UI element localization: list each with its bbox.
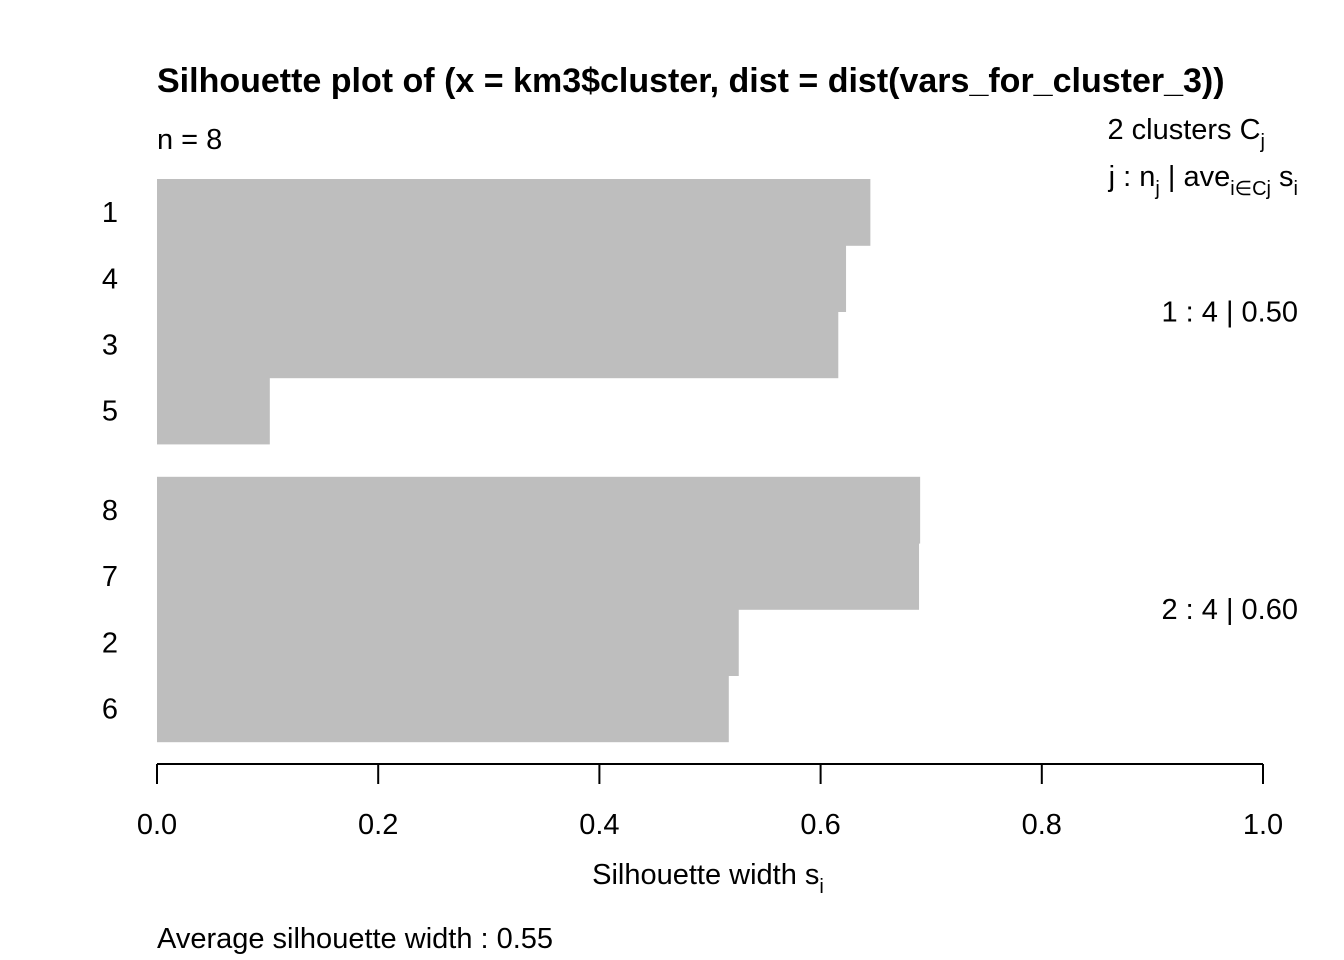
- x-tick-label: 0.6: [800, 809, 840, 841]
- row-label: 5: [102, 396, 118, 428]
- row-label: 4: [102, 263, 118, 295]
- silhouette-bar: [157, 675, 729, 743]
- legend-header: j : nj | avei∈Cj si: [1108, 161, 1298, 200]
- row-label: 6: [102, 694, 118, 726]
- x-tick-label: 0.8: [1022, 809, 1062, 841]
- silhouette-bar: [157, 476, 921, 544]
- cluster-summary: 2 : 4 | 0.60: [1161, 594, 1298, 626]
- n-label: n = 8: [157, 124, 222, 156]
- legend-clusters: 2 clusters Cj: [1107, 114, 1265, 153]
- silhouette-bar: [157, 609, 739, 676]
- row-label: 3: [102, 330, 118, 362]
- x-axis-ticks-group: 0.0 0.2 0.4 0.6 0.8 1.0: [137, 764, 1283, 841]
- silhouette-bar: [157, 245, 847, 312]
- x-axis-label: Silhouette width si: [592, 859, 824, 898]
- silhouette-bar: [157, 179, 871, 246]
- row-label: 8: [102, 495, 118, 527]
- silhouette-bar: [157, 311, 839, 379]
- bars-group: [157, 179, 921, 743]
- row-label: 2: [102, 627, 118, 659]
- cluster-summary: 1 : 4 | 0.50: [1161, 296, 1298, 328]
- row-label: 1: [102, 197, 118, 229]
- row-labels-group: 1 4 3 5 8 7 2 6: [102, 197, 118, 725]
- x-tick-label: 0.4: [579, 809, 619, 841]
- average-silhouette-width: Average silhouette width : 0.55: [157, 923, 553, 955]
- row-label: 7: [102, 561, 118, 593]
- silhouette-bar: [157, 543, 920, 610]
- silhouette-bar: [157, 377, 270, 445]
- x-tick-label: 0.2: [358, 809, 398, 841]
- cluster-summaries-group: 1 : 4 | 0.50 2 : 4 | 0.60: [1161, 296, 1298, 626]
- chart-title: Silhouette plot of (x = km3$cluster, dis…: [157, 62, 1225, 100]
- x-tick-label: 1.0: [1243, 809, 1283, 841]
- x-tick-label: 0.0: [137, 809, 177, 841]
